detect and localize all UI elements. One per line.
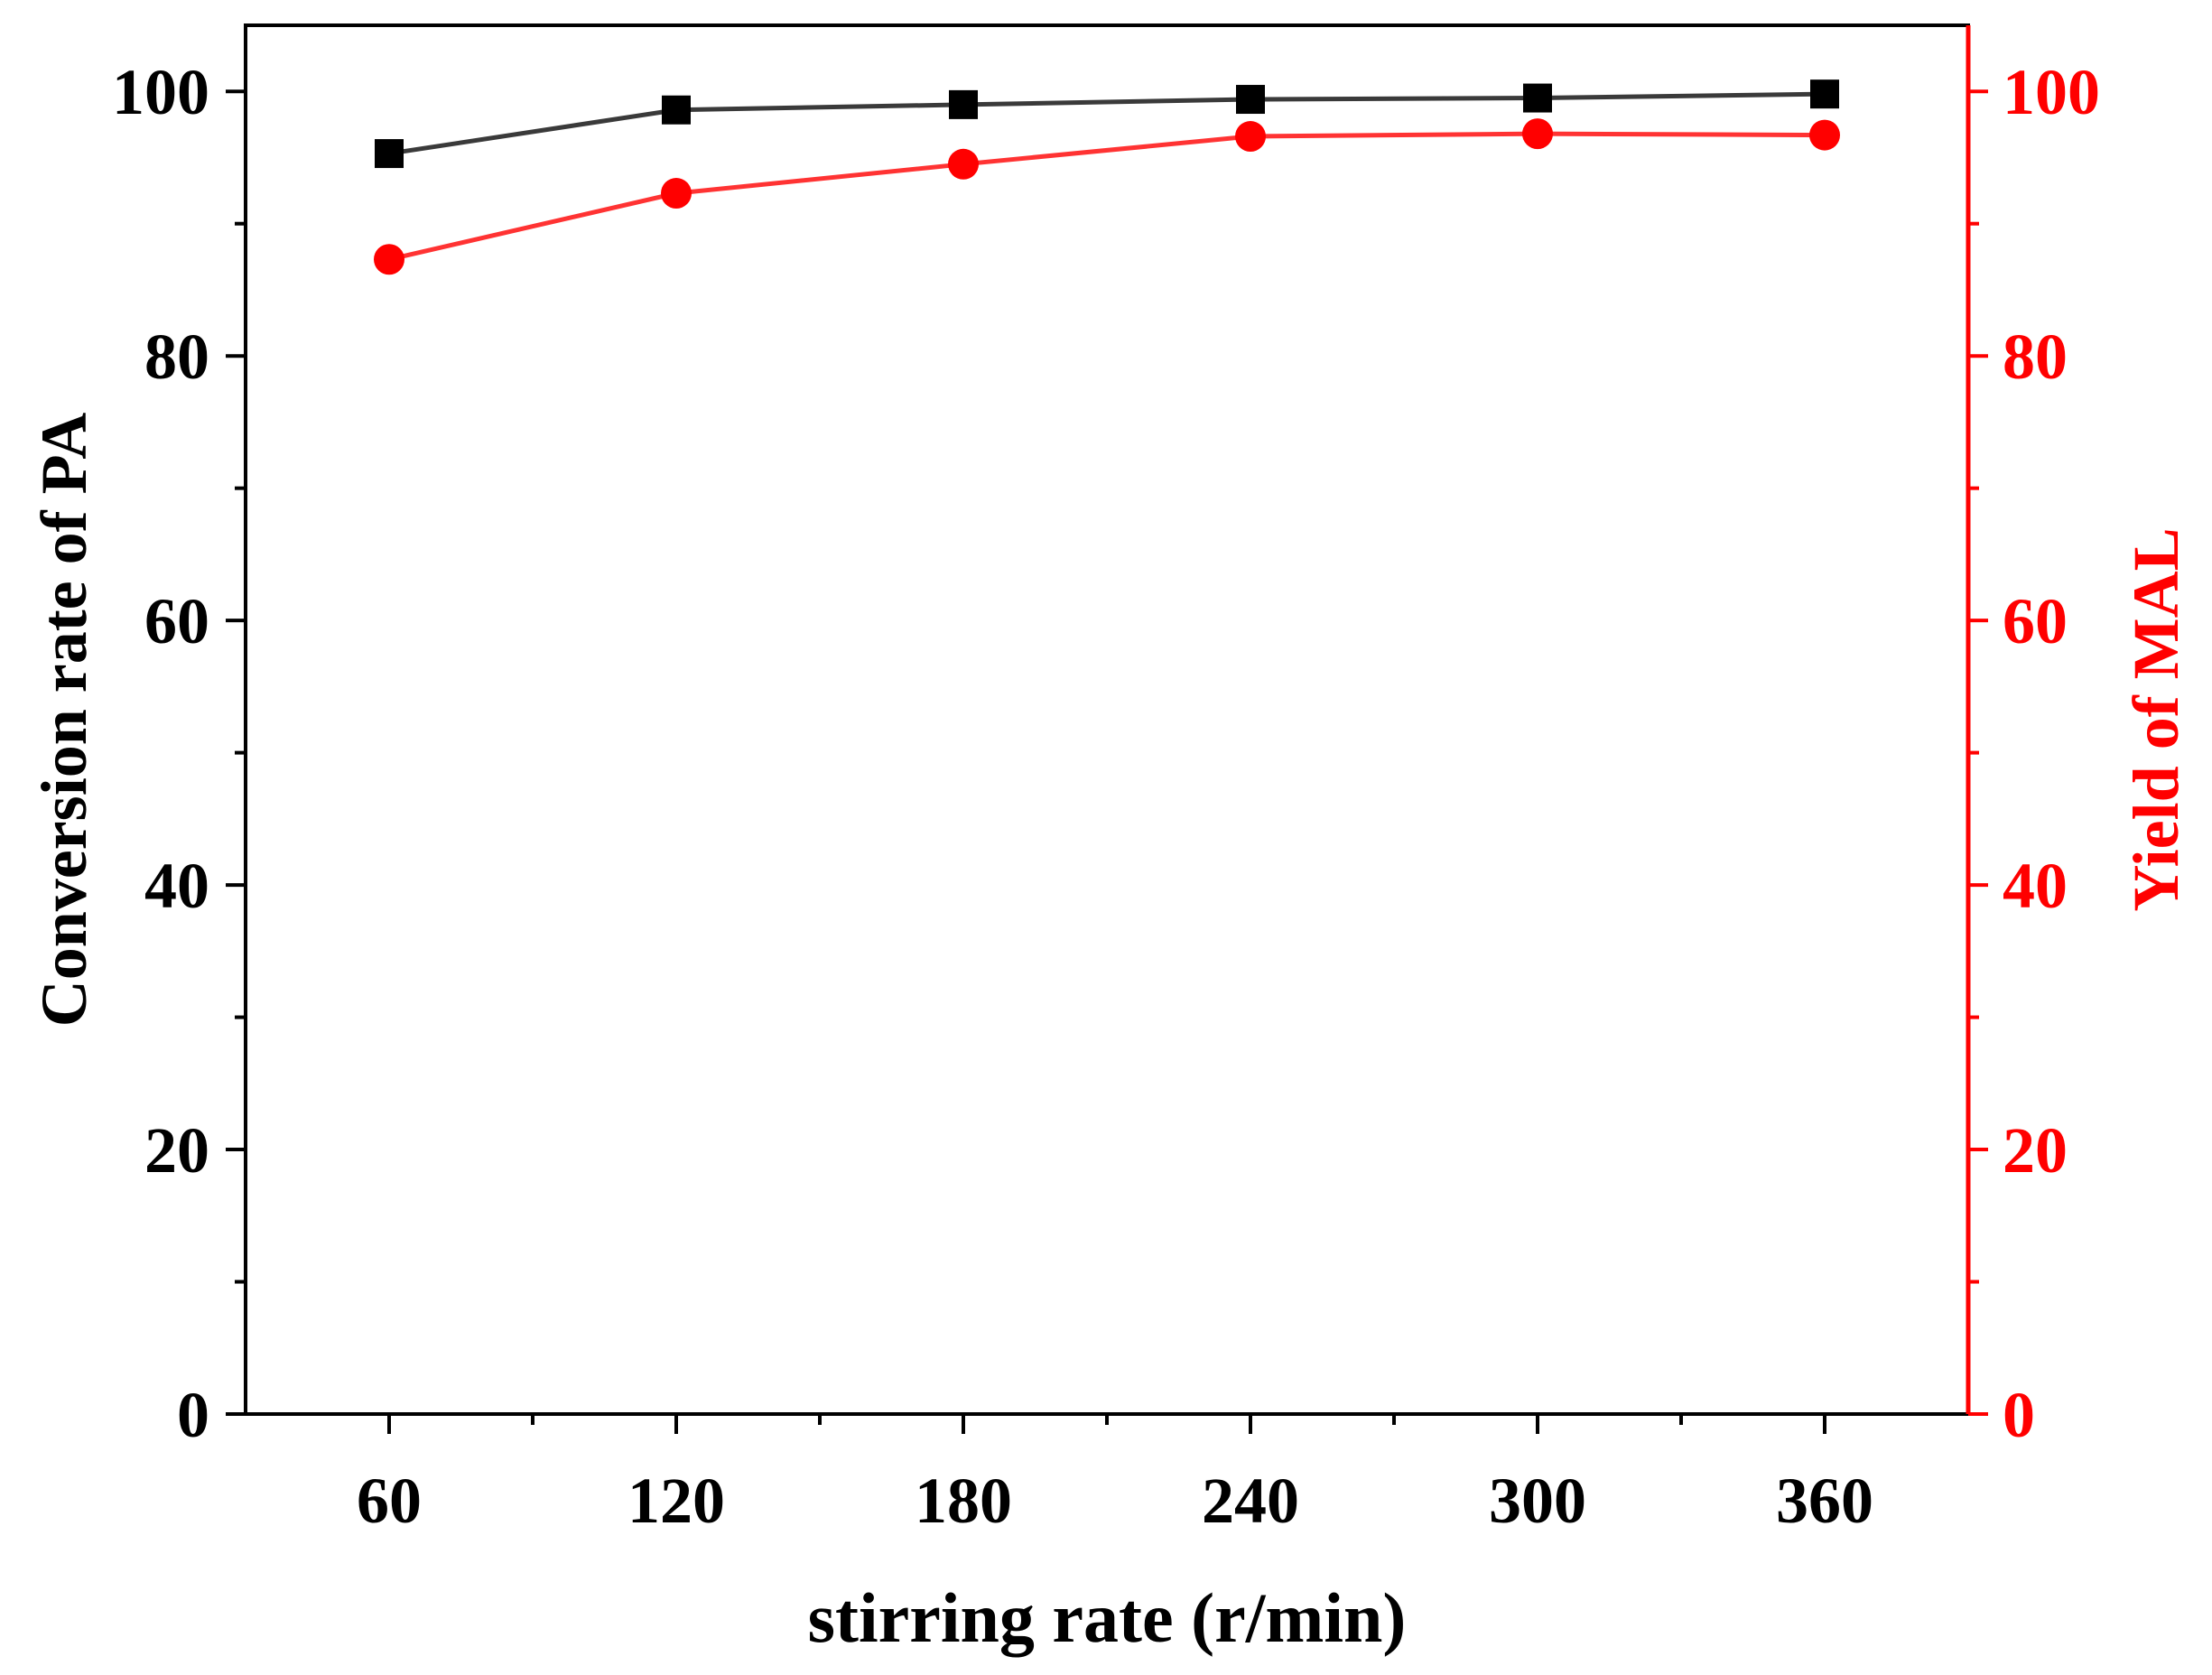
x-tick-label: 120 [627, 1465, 725, 1537]
data-point-yield-mal [1235, 121, 1266, 153]
y-left-tick-label: 20 [144, 1114, 209, 1186]
x-tick-label: 360 [1776, 1465, 1873, 1537]
series-line-yield-mal [388, 131, 1826, 262]
y-left-tick-label: 60 [144, 585, 209, 657]
y-right-tick-label: 20 [2003, 1114, 2068, 1186]
y-left-tick-label: 40 [144, 850, 209, 922]
data-point-yield-mal [374, 244, 404, 275]
data-point-conversion-pa [949, 89, 978, 119]
data-point-yield-mal [1522, 118, 1553, 150]
x-tick-label: 300 [1489, 1465, 1586, 1537]
data-point-conversion-pa [375, 139, 404, 169]
y-right-tick-label: 0 [2003, 1379, 2035, 1451]
series-line-conversion-pa [388, 91, 1826, 156]
data-point-conversion-pa [662, 95, 691, 125]
y-right-tick-label: 100 [2003, 56, 2100, 128]
y-left-tick-label: 100 [112, 56, 209, 128]
data-point-conversion-pa [1810, 79, 1839, 109]
right-axis-title: Yield of MAL [2120, 527, 2192, 911]
y-right-tick-label: 60 [2003, 585, 2068, 657]
y-left-tick-label: 80 [144, 321, 209, 393]
x-axis-title: stirring rate (r/min) [808, 1578, 1407, 1657]
data-point-yield-mal [1809, 119, 1840, 151]
data-point-conversion-pa [1523, 83, 1552, 113]
y-right-tick-label: 80 [2003, 321, 2068, 393]
data-point-yield-mal [948, 148, 979, 180]
x-tick-label: 240 [1202, 1465, 1299, 1537]
series-layer [374, 79, 1840, 275]
ticks-layer: 60 120 180 240 300 360 0 20 40 60 80 100 0 20 40 60 80 10… [112, 56, 2100, 1537]
left-axis-title: Conversion rate of PA [28, 413, 100, 1028]
y-right-tick-label: 40 [2003, 850, 2068, 922]
data-point-conversion-pa [1236, 85, 1265, 115]
y-left-tick-label: 0 [177, 1379, 209, 1451]
x-tick-label: 180 [915, 1465, 1012, 1537]
data-point-yield-mal [661, 178, 692, 209]
x-tick-label: 60 [357, 1465, 422, 1537]
